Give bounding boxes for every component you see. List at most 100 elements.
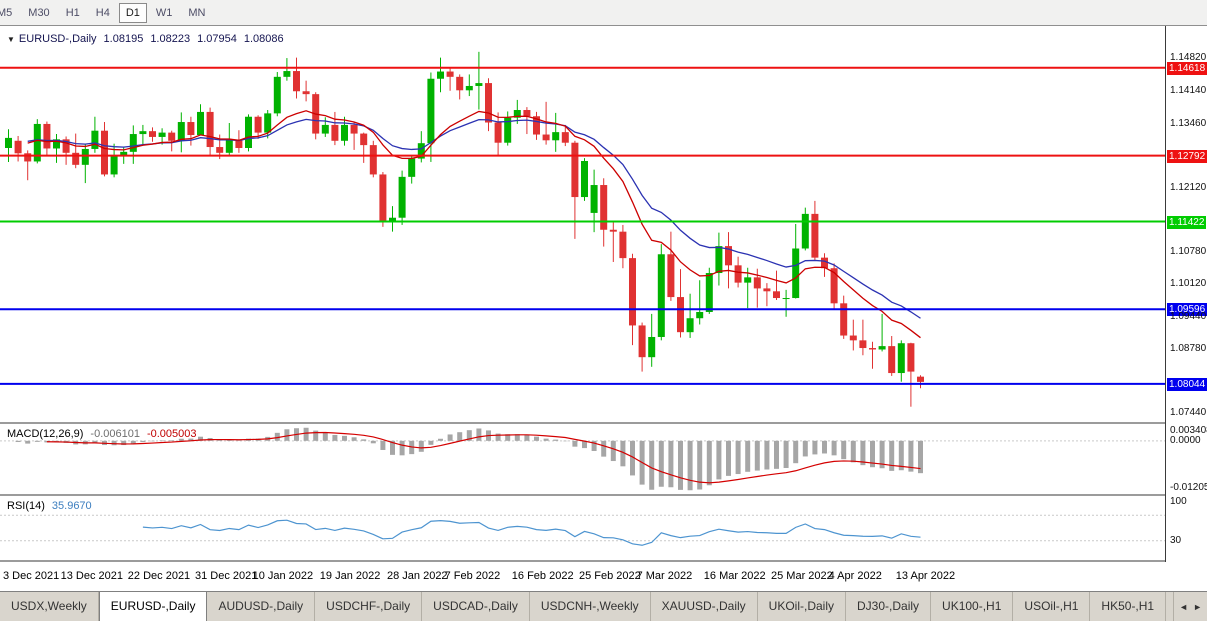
timeframe-m5[interactable]: M5: [0, 3, 19, 23]
tab-audusd-daily[interactable]: AUDUSD-,Daily: [207, 592, 316, 621]
tabs-scroll-right-icon[interactable]: ►: [1193, 601, 1202, 612]
candle-body: [533, 116, 540, 135]
tab-uk100-h1[interactable]: UK100-,H1: [931, 592, 1014, 621]
macd-signal-value: -0.005003: [146, 428, 197, 440]
candle-body: [225, 139, 233, 153]
macd-signal-line: [46, 431, 921, 484]
tabs-scroll-left-icon[interactable]: ◄: [1179, 601, 1189, 612]
time-label: 3 Dec 2021: [3, 570, 60, 582]
candle-body: [792, 248, 800, 299]
rsi-value: 35.9670: [51, 500, 92, 512]
candle-body: [648, 336, 656, 358]
price-label: 1.12120: [1170, 181, 1207, 193]
chart-symbol-label: EURUSD-,Daily: [18, 33, 97, 45]
candle-body: [417, 143, 425, 159]
tab-usdx-weekly[interactable]: USDX,Weekly: [0, 592, 99, 621]
tab-usoil-h1[interactable]: USOil-,H1: [1013, 592, 1091, 621]
price-label: 1.14140: [1170, 84, 1207, 96]
candle-body: [552, 132, 560, 141]
tab-ukoil-daily[interactable]: UKOil-,Daily: [758, 592, 847, 621]
rsi-line: [142, 519, 921, 546]
candle-body: [197, 111, 204, 136]
timeframe-h4[interactable]: H4: [89, 3, 117, 23]
rsi-name: RSI(14): [7, 500, 45, 512]
candle-body: [782, 298, 790, 300]
candle-body: [302, 91, 310, 95]
timeframe-d1[interactable]: D1: [118, 2, 147, 23]
candle-body: [187, 122, 195, 136]
tab-usdchf-daily[interactable]: USDCHF-,Daily: [315, 592, 423, 621]
time-axis[interactable]: 3 Dec 2021 13 Dec 2021 22 Dec 2021 31 Dec 2…: [0, 562, 1165, 591]
timeframe-mn[interactable]: MN: [181, 3, 212, 23]
time-label: 16 Feb 2022: [511, 570, 574, 582]
tab-usdcnh-weekly[interactable]: USDCNH-,Weekly: [530, 592, 651, 621]
candle-body: [888, 346, 896, 374]
price-label: 1.10780: [1170, 246, 1207, 258]
timeframe-m30[interactable]: M30: [21, 3, 56, 23]
pane-separator[interactable]: [0, 494, 1207, 496]
ma-fast-line: [27, 110, 921, 339]
chart-dropdown-icon[interactable]: ▼: [7, 35, 15, 44]
candle-body: [264, 113, 272, 133]
price-tag: 1.14618: [1167, 61, 1207, 75]
tab-hk50-h1[interactable]: HK50-,H1: [1090, 592, 1167, 621]
macd-pane-canvas[interactable]: [0, 424, 1165, 494]
candle-body: [475, 83, 483, 86]
candle-body: [293, 71, 300, 92]
candle-body: [360, 133, 368, 146]
candle-body: [139, 131, 147, 135]
candle-body: [830, 268, 838, 304]
candle-body: [283, 71, 291, 77]
chart-title: ▼ EURUSD-,Daily 1.08195 1.08223 1.07954 1.080…: [7, 33, 284, 45]
candle-body: [216, 147, 224, 153]
tab-usdcad-daily[interactable]: USDCAD-,Daily: [422, 592, 530, 621]
candle-body: [859, 340, 867, 349]
candle-body: [705, 273, 713, 312]
candle-body: [897, 343, 905, 374]
pane-separator: [0, 560, 1207, 562]
candle-body: [53, 139, 60, 149]
candle-body: [321, 124, 329, 134]
timeframe-h1[interactable]: H1: [59, 3, 87, 23]
candle-body: [878, 346, 886, 350]
candle-body: [849, 335, 857, 341]
price-axis[interactable]: 1.14820 1.14618 1.14140 1.13460 1.12792 1.121…: [1165, 26, 1207, 562]
candle-body: [427, 78, 435, 144]
time-label: 22 Dec 2021: [127, 570, 191, 582]
price-label: 1.10120: [1170, 278, 1207, 290]
candle-body: [254, 116, 262, 133]
tab-scroll-controls: ◄ ►: [1173, 592, 1207, 621]
tab-xauusd-daily[interactable]: XAUUSD-,Daily: [651, 592, 758, 621]
price-tag: 1.08044: [1167, 377, 1207, 391]
candle-body: [667, 254, 675, 298]
price-label: 1.14820: [1170, 52, 1207, 64]
candle-body: [840, 303, 848, 336]
candle-body: [801, 213, 809, 249]
candle-body: [561, 132, 569, 143]
tab-eurusd-daily[interactable]: EURUSD-,Daily: [98, 592, 208, 621]
price-chart-canvas[interactable]: [0, 26, 1165, 422]
pane-separator[interactable]: [0, 422, 1207, 424]
chart-window: 1.14820 1.14618 1.14140 1.13460 1.12792 1.121…: [0, 26, 1207, 591]
rsi-pane-canvas[interactable]: [0, 496, 1165, 560]
candle-body: [398, 176, 406, 218]
candle-body: [206, 111, 214, 148]
price-tag: 1.11422: [1167, 215, 1207, 229]
candle-body: [811, 213, 819, 258]
candle-body: [523, 110, 531, 117]
quote-open: 1.08195: [103, 33, 144, 45]
candle-body: [715, 246, 723, 274]
macd-axis-label: 0.0000: [1170, 434, 1201, 446]
macd-main-value: -0.006101: [90, 428, 140, 440]
macd-name: MACD(12,26,9): [7, 428, 84, 440]
candle-body: [5, 137, 12, 148]
tab-dj30-daily[interactable]: DJ30-,Daily: [846, 592, 932, 621]
candle-body: [341, 124, 348, 141]
candle-body: [773, 291, 780, 299]
candle-body: [350, 124, 358, 134]
candle-body: [101, 130, 108, 175]
candle-body: [129, 134, 137, 152]
candle-body: [581, 160, 588, 198]
timeframe-w1[interactable]: W1: [149, 3, 180, 23]
